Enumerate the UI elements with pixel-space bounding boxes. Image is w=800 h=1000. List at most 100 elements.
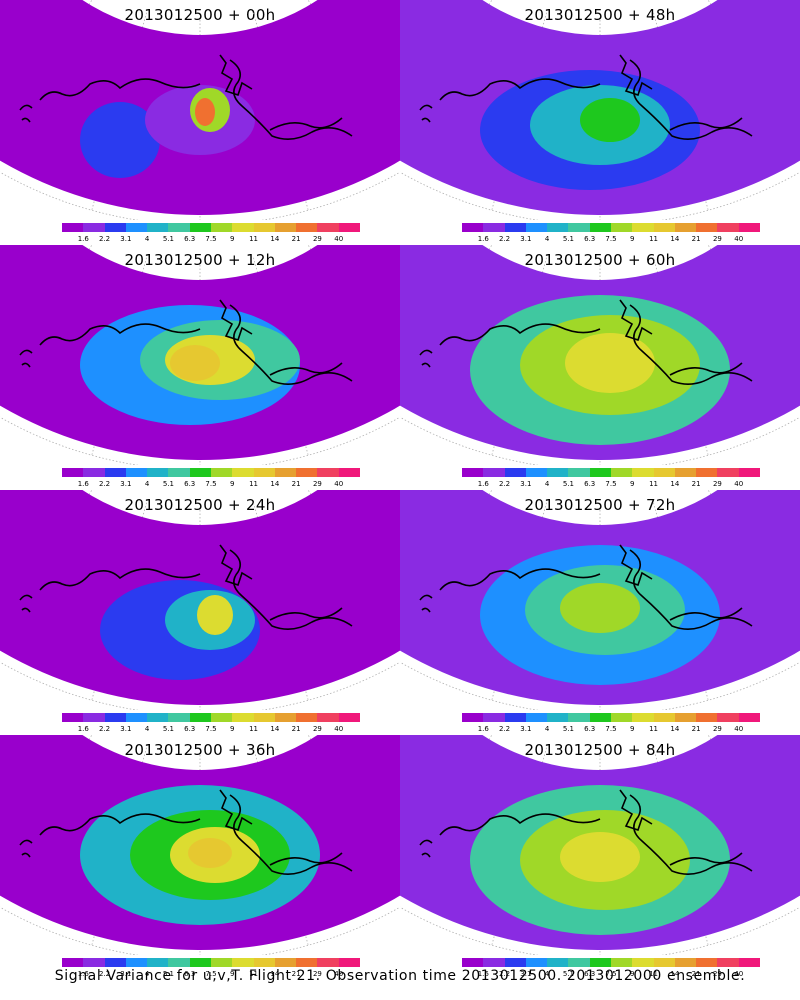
- colorbar-swatch: [632, 223, 654, 232]
- colorbar-tick-label: 14: [270, 235, 280, 243]
- colorbar: [62, 223, 360, 232]
- colorbar: [62, 468, 360, 477]
- colorbar-tick-label: 1.6: [77, 970, 89, 978]
- colorbar-swatch: [83, 223, 105, 232]
- colorbar-swatch: [653, 958, 675, 967]
- colorbar-tick-label: 3.1: [520, 235, 532, 243]
- colorbar-tick-label: 2.2: [498, 725, 511, 733]
- colorbar-swatch: [189, 958, 211, 967]
- colorbar-swatch: [525, 958, 548, 967]
- colorbar-swatch: [483, 713, 505, 722]
- colorbar-swatch: [253, 468, 275, 477]
- colorbar-tick-label: 5.1: [562, 970, 574, 978]
- colorbar-tick-label: 2.2: [98, 970, 111, 978]
- colorbar-swatch: [674, 958, 697, 967]
- colorbar-swatch: [317, 713, 339, 722]
- colorbar-tick-label: 7.5: [205, 235, 217, 243]
- colorbar-tick-label: 29: [712, 970, 722, 978]
- colorbar-swatch: [338, 713, 360, 722]
- colorbar-tick-label: 3.1: [120, 970, 132, 978]
- colorbar-swatch: [317, 223, 339, 232]
- colorbar: [462, 958, 760, 967]
- colorbar-tick-label: 14: [670, 480, 680, 488]
- colorbar-tick-label: 11: [649, 235, 659, 243]
- colorbar-swatch: [525, 468, 548, 477]
- colorbar: [462, 468, 760, 477]
- colorbar-swatch: [296, 958, 318, 967]
- colorbar-swatch: [104, 713, 126, 722]
- colorbar-tick-label: 29: [312, 970, 322, 978]
- colorbar-swatch: [62, 223, 84, 232]
- colorbar-tick-label: 3.1: [520, 970, 532, 978]
- colorbar-swatch: [632, 958, 654, 967]
- colorbar-tick-label: 21: [691, 725, 701, 733]
- colorbar-swatch: [210, 223, 233, 232]
- colorbar: [462, 223, 760, 232]
- colorbar-tick-label: 40: [734, 480, 744, 488]
- colorbar-swatch: [738, 713, 760, 722]
- variance-field: [400, 245, 800, 461]
- colorbar-tick-label: 7.5: [205, 725, 217, 733]
- map-panel: 2013012500 + 48h 1.6 2.2 3.1 4 5.1 6.3 7.5 9 11 14…: [400, 0, 800, 245]
- colorbar-swatch: [632, 713, 654, 722]
- colorbar-swatch: [125, 713, 148, 722]
- colorbar-tick-label: 6.3: [584, 725, 596, 733]
- colorbar-tick-label: 21: [291, 480, 301, 488]
- colorbar-tick-label: 5.1: [162, 725, 174, 733]
- colorbar-swatch: [147, 958, 169, 967]
- colorbar-tick-label: 29: [712, 480, 722, 488]
- forecast-map: [400, 735, 800, 955]
- coastline: [19, 299, 353, 385]
- colorbar-swatch: [147, 223, 169, 232]
- colorbar-tick-label: 40: [734, 970, 744, 978]
- colorbar-tick-label: 11: [649, 480, 659, 488]
- colorbar-swatch: [104, 223, 126, 232]
- colorbar-tick-label: 6.3: [184, 480, 196, 488]
- colorbar-swatch: [483, 958, 505, 967]
- colorbar-tick-label: 29: [312, 480, 322, 488]
- colorbar-swatch: [525, 223, 548, 232]
- colorbar-tick-label: 2.2: [498, 235, 511, 243]
- colorbar-swatch: [696, 958, 718, 967]
- colorbar-swatch: [674, 713, 697, 722]
- colorbar: [462, 713, 760, 722]
- coastline: [419, 54, 753, 140]
- colorbar: [62, 713, 360, 722]
- colorbar-swatch: [738, 223, 760, 232]
- colorbar-swatch: [189, 223, 211, 232]
- colorbar-swatch: [696, 223, 718, 232]
- colorbar-swatch: [589, 958, 611, 967]
- panel-title: 2013012500 + 36h: [124, 741, 276, 759]
- colorbar-tick-label: 29: [712, 235, 722, 243]
- colorbar-swatch: [253, 713, 275, 722]
- colorbar-swatch: [717, 958, 739, 967]
- colorbar-swatch: [125, 958, 148, 967]
- colorbar-tick-label: 40: [334, 970, 344, 978]
- colorbar-swatch: [589, 468, 611, 477]
- colorbar-swatch: [696, 713, 718, 722]
- colorbar-tick-label: 9: [630, 480, 635, 488]
- colorbar-tick-label: 40: [334, 235, 344, 243]
- panel-title: 2013012500 + 60h: [524, 251, 676, 269]
- forecast-map: [0, 735, 400, 955]
- colorbar-swatch: [189, 713, 211, 722]
- colorbar-swatch: [738, 468, 760, 477]
- colorbar-swatch: [62, 958, 84, 967]
- colorbar: [62, 958, 360, 967]
- colorbar-swatch: [504, 713, 526, 722]
- colorbar-labels: 1.6 2.2 3.1 4 5.1 6.3 7.5 9 11 14 21 29 40: [462, 480, 760, 490]
- colorbar-swatch: [462, 958, 484, 967]
- colorbar-tick-label: 14: [270, 480, 280, 488]
- map-panel: 2013012500 + 72h 1.6 2.2 3.1 4 5.1 6.3 7.5 9 11 14…: [400, 490, 800, 735]
- colorbar-swatch: [147, 468, 169, 477]
- colorbar-tick-label: 11: [249, 725, 259, 733]
- colorbar-tick-label: 7.5: [605, 725, 617, 733]
- colorbar-swatch: [253, 958, 275, 967]
- colorbar-tick-label: 7.5: [605, 970, 617, 978]
- colorbar-tick-label: 1.6: [77, 480, 89, 488]
- colorbar-swatch: [653, 713, 675, 722]
- colorbar-swatch: [696, 468, 718, 477]
- coastline: [419, 789, 753, 875]
- colorbar-swatch: [232, 468, 254, 477]
- colorbar-tick-label: 2.2: [98, 480, 111, 488]
